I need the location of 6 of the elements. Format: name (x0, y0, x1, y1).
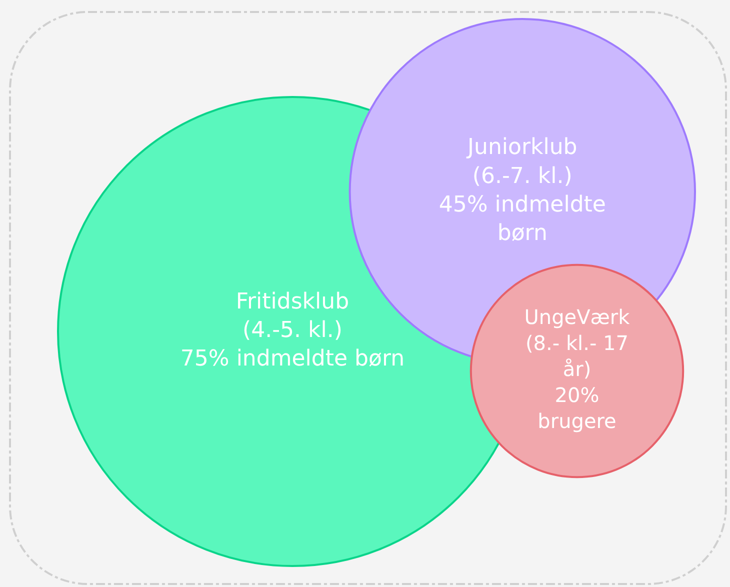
data-label: 20% brugere (538, 383, 616, 433)
data-label: 45% indmeldte børn (438, 192, 606, 246)
category-label: UngeVærk (8.- kl.- 17 år) (524, 305, 630, 381)
category-label: Fritidsklub (4.-5. kl.) (236, 289, 350, 343)
category-label: Juniorklub (6.-7. kl.) (466, 135, 578, 189)
data-label: 75% indmeldte børn (180, 346, 405, 372)
